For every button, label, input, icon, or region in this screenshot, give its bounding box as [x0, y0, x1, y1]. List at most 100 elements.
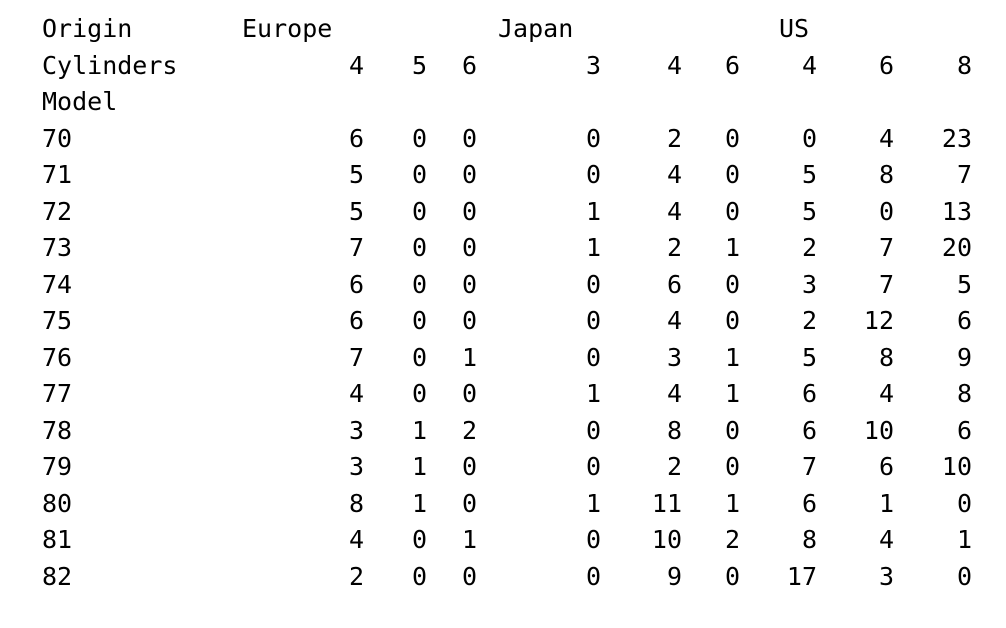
- table-cell: 1: [724, 488, 740, 518]
- row-model-label: 79: [42, 452, 73, 481]
- table-cell: 7: [878, 269, 894, 299]
- table-cell: 5: [348, 196, 364, 226]
- table-cell: 8: [878, 160, 894, 189]
- table-cell: 8: [348, 488, 364, 518]
- table-cell: 5: [801, 196, 817, 226]
- table-cell: 2: [461, 415, 477, 445]
- table-cell: 1: [411, 452, 427, 481]
- table-cell: 4: [348, 525, 364, 554]
- table-cell: 6: [348, 269, 364, 299]
- row-model-label: 76: [42, 342, 73, 372]
- table-cell: 5: [348, 160, 364, 189]
- table-cell: 0: [585, 525, 601, 554]
- table-cell: 8: [956, 379, 972, 408]
- table-cell: 3: [348, 415, 364, 445]
- table-cell: 8: [666, 415, 682, 445]
- table-cell: 13: [941, 196, 972, 226]
- cylinders-header-cell: 4: [348, 50, 364, 80]
- table-cell: 0: [585, 415, 601, 445]
- row-model-label: 70: [42, 123, 73, 153]
- table-cell: 0: [724, 415, 740, 445]
- table-cell: 20: [941, 233, 972, 262]
- table-cell: 3: [801, 269, 817, 299]
- cylinders-header-cell: 8: [956, 50, 972, 80]
- cylinders-header-label: Cylinders: [42, 50, 178, 80]
- table-cell: 6: [801, 415, 817, 445]
- table-cell: 2: [666, 233, 682, 262]
- table-cell: 6: [666, 269, 682, 299]
- table-cell: 0: [411, 233, 427, 262]
- row-model-label: 71: [42, 160, 73, 189]
- table-cell: 6: [348, 123, 364, 153]
- table-cell: 0: [461, 196, 477, 226]
- table-cell: 10: [941, 452, 972, 481]
- table-cell: 1: [956, 525, 972, 554]
- table-cell: 12: [863, 306, 894, 335]
- table-cell: 1: [461, 342, 477, 372]
- table-cell: 3: [348, 452, 364, 481]
- table-cell: 7: [956, 160, 972, 189]
- table-cell: 0: [461, 160, 477, 189]
- table-cell: 0: [724, 452, 740, 481]
- table-cell: 0: [878, 196, 894, 226]
- table-cell: 0: [461, 379, 477, 408]
- table-cell: 0: [724, 269, 740, 299]
- table-cell: 0: [411, 379, 427, 408]
- table-cell: 3: [666, 342, 682, 372]
- table-cell: 0: [461, 306, 477, 335]
- table-cell: 9: [666, 561, 682, 591]
- cylinders-header-cell: 5: [411, 50, 427, 80]
- origin-header-japan: Japan: [498, 14, 574, 43]
- table-cell: 0: [724, 196, 740, 226]
- row-model-label: 75: [42, 306, 73, 335]
- table-cell: 0: [956, 561, 972, 591]
- table-cell: 0: [585, 561, 601, 591]
- table-cell: 4: [348, 379, 364, 408]
- cylinders-header-cell: 6: [724, 50, 740, 80]
- cylinders-header-cell: 4: [801, 50, 817, 80]
- table-cell: 5: [956, 269, 972, 299]
- index-header-label: Model: [42, 87, 118, 116]
- table-cell: 9: [956, 342, 972, 372]
- table-cell: 6: [801, 379, 817, 408]
- table-cell: 4: [666, 306, 682, 335]
- table-cell: 0: [585, 452, 601, 481]
- table-cell: 1: [585, 488, 601, 518]
- table-cell: 0: [724, 306, 740, 335]
- table-cell: 0: [585, 123, 601, 153]
- table-cell: 0: [461, 123, 477, 153]
- table-cell: 1: [724, 233, 740, 262]
- table-cell: 8: [801, 525, 817, 554]
- row-model-label: 73: [42, 233, 73, 262]
- table-cell: 1: [411, 415, 427, 445]
- row-model-label: 81: [42, 525, 73, 554]
- table-cell: 0: [585, 269, 601, 299]
- table-cell: 0: [411, 196, 427, 226]
- row-model-label: 72: [42, 196, 73, 226]
- row-model-label: 77: [42, 379, 73, 408]
- cylinders-header-cell: 4: [666, 50, 682, 80]
- table-cell: 0: [411, 123, 427, 153]
- table-cell: 0: [411, 561, 427, 591]
- table-cell: 7: [348, 233, 364, 262]
- table-cell: 4: [878, 525, 894, 554]
- table-cell: 0: [724, 123, 740, 153]
- table-cell: 0: [585, 160, 601, 189]
- table-cell: 0: [411, 306, 427, 335]
- table-cell: 8: [878, 342, 894, 372]
- table-cell: 4: [666, 160, 682, 189]
- row-model-label: 78: [42, 415, 73, 445]
- table-cell: 10: [651, 525, 682, 554]
- table-cell: 5: [801, 342, 817, 372]
- table-cell: 1: [724, 342, 740, 372]
- table-cell: 0: [411, 342, 427, 372]
- table-cell: 0: [461, 561, 477, 591]
- table-cell: 4: [666, 379, 682, 408]
- table-cell: 5: [801, 160, 817, 189]
- table-cell: 11: [651, 488, 682, 518]
- origin-header-label: Origin: [42, 14, 133, 43]
- table-cell: 4: [666, 196, 682, 226]
- table-cell: 0: [461, 233, 477, 262]
- cylinders-header-cell: 6: [461, 50, 477, 80]
- table-cell: 3: [878, 561, 894, 591]
